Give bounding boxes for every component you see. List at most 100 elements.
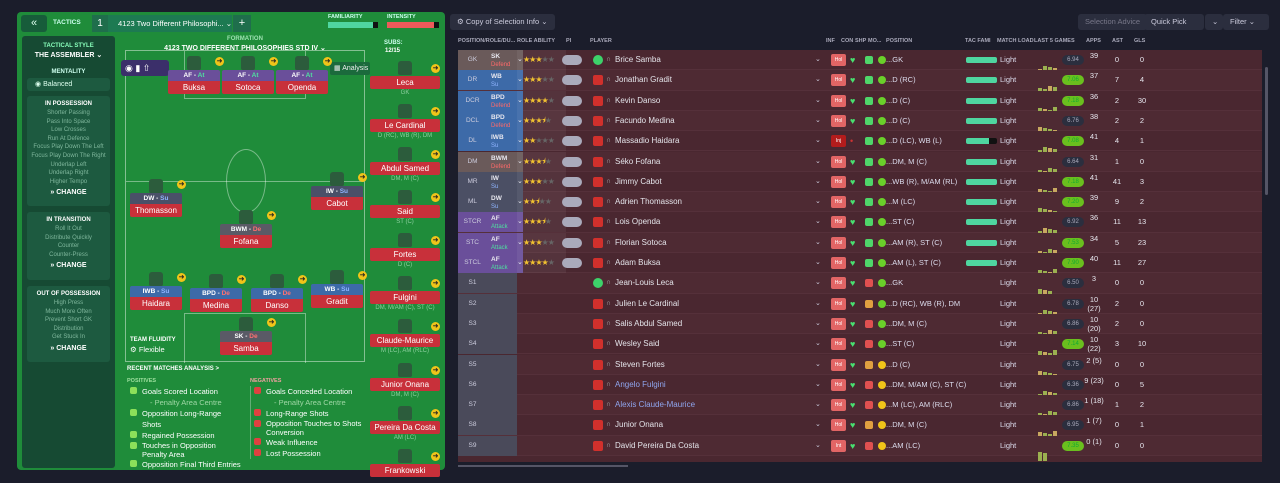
player-instructions-icon[interactable]	[562, 217, 582, 228]
player-name[interactable]: Haidara	[130, 297, 182, 310]
player-instructions-icon[interactable]	[562, 115, 582, 126]
player-role[interactable]: DW - Su	[130, 193, 182, 204]
table-row[interactable]: DR WB Su ⌄ ★★★★★ ∩ Jonathan Gradit ⌄ Hol ♥ ...D (R…	[458, 70, 1262, 116]
table-row[interactable]: ML DW Su ⌄ ★★⯨★★ ∩ Adrien Thomasson ⌄ Hol ♥ ...M (…	[458, 192, 1262, 238]
player-role[interactable]: IWB - Su	[130, 286, 182, 297]
role-select-chevron-icon[interactable]: ⌄	[517, 131, 523, 152]
player-instructions-icon[interactable]	[562, 156, 582, 167]
player-instructions-icon[interactable]	[562, 237, 582, 248]
player-name[interactable]: Gradit	[311, 295, 363, 308]
player-role[interactable]: AF - At	[276, 70, 328, 81]
sub-player-card[interactable]: Leca GK	[370, 76, 440, 96]
role-select[interactable]: AF Attack	[487, 212, 517, 233]
horizontal-scrollbar[interactable]	[458, 465, 628, 467]
sub-name[interactable]: Le Cardinal	[370, 119, 440, 132]
in-transition-change-button[interactable]: » CHANGE	[50, 262, 87, 270]
out-of-possession-change-button[interactable]: » CHANGE	[50, 344, 87, 352]
player-dropdown-chevron-icon[interactable]: ⌄	[815, 76, 821, 84]
player-name[interactable]: Adrien Thomasson	[615, 197, 682, 207]
player-name[interactable]: Séko Fofana	[615, 156, 661, 166]
pitch-player-card[interactable]: SK - De Samba	[220, 331, 272, 355]
table-row[interactable]: S6 ∩ Angelo Fulgini ⌄ Hol ♥ ...DM, M/AM (C), S…	[458, 374, 1262, 420]
sub-name[interactable]: Junior Onana	[370, 378, 440, 391]
formation-select[interactable]: 4123 TWO DIFFERENT PHILOSOPHIES STD IV ⌄	[164, 45, 326, 52]
sub-player-card[interactable]: Claude-Maurice M (LC), AM (RLC)	[370, 334, 440, 354]
sub-name[interactable]: Frankowski	[370, 464, 440, 477]
player-instructions-icon[interactable]	[562, 258, 582, 268]
pitch-player-card[interactable]: BWM - De Fofana	[220, 224, 272, 248]
player-role[interactable]: BPD - De	[190, 288, 242, 299]
recent-matches-analysis-link[interactable]: RECENT MATCHES ANALYSIS >	[127, 366, 219, 372]
sub-player-card[interactable]: Said ST (C)	[370, 205, 440, 225]
sub-name[interactable]: Claude-Maurice	[370, 334, 440, 347]
player-role[interactable]: AF - At	[168, 70, 220, 81]
player-name[interactable]: Samba	[220, 342, 272, 355]
column-header[interactable]: TAC FAMI	[965, 38, 991, 44]
pitch-player-card[interactable]: WB - Su Gradit	[311, 284, 363, 308]
column-header[interactable]: APPS	[1086, 38, 1101, 44]
instruction-arrow-icon[interactable]: ➜	[267, 318, 276, 327]
column-header[interactable]: PI	[566, 38, 572, 44]
role-select-chevron-icon[interactable]: ⌄	[517, 110, 523, 131]
player-name[interactable]: Lois Openda	[615, 217, 661, 227]
filter-button[interactable]: Filter ⌄	[1223, 14, 1269, 30]
table-row[interactable]: STCR AF Attack ⌄ ★★★⯨★ ∩ Lois Openda ⌄ Hol ♥ ...ST…	[458, 212, 1262, 258]
column-header[interactable]: ROLE ABILITY	[517, 38, 555, 44]
player-role[interactable]: BPD - De	[251, 288, 303, 299]
column-header[interactable]: AST	[1112, 38, 1123, 44]
pitch-player-card[interactable]: IWB - Su Haidara	[130, 286, 182, 310]
instruction-arrow-icon[interactable]: ➜	[237, 275, 246, 284]
pitch-player-card[interactable]: BPD - De Danso	[251, 288, 303, 312]
table-row[interactable]: S4 ∩ Wesley Said ⌄ Hol ♥ ...ST (C) Light 7.14 10 …	[458, 334, 1262, 360]
pitch-player-card[interactable]: AF - At Buksa	[168, 70, 220, 94]
player-dropdown-chevron-icon[interactable]: ⌄	[815, 177, 821, 185]
instruction-arrow-icon[interactable]: ➜	[431, 150, 440, 159]
role-select[interactable]: DW Su	[487, 192, 517, 213]
player-dropdown-chevron-icon[interactable]: ⌄	[815, 279, 821, 287]
sub-player-card[interactable]: Fulgini DM, M/AM (C), ST (C)	[370, 291, 440, 311]
instruction-arrow-icon[interactable]: ➜	[431, 409, 440, 418]
sub-name[interactable]: Leca	[370, 76, 440, 89]
sub-player-card[interactable]: Frankowski	[370, 464, 440, 477]
column-header[interactable]: MATCH LOAD	[997, 38, 1034, 44]
player-role[interactable]: IW - Su	[311, 186, 363, 197]
table-row[interactable]: DL IWB Su ⌄ ★★★★★ ∩ Massadio Haidara ⌄ Inj • ...D …	[458, 131, 1262, 177]
role-select[interactable]: IW Su	[487, 171, 517, 192]
player-dropdown-chevron-icon[interactable]: ⌄	[815, 198, 821, 206]
table-row[interactable]: DM BWM Defend ⌄ ★★★⯨★ ∩ Séko Fofana ⌄ Hol ♥ ...DM,…	[458, 151, 1262, 197]
instruction-arrow-icon[interactable]: ➜	[431, 64, 440, 73]
player-name[interactable]: Brice Samba	[615, 55, 661, 64]
pitch-player-card[interactable]: DW - Su Thomasson	[130, 193, 182, 217]
player-name[interactable]: Danso	[251, 299, 303, 312]
player-name[interactable]: Angelo Fulgini	[615, 379, 666, 389]
player-name[interactable]: Junior Onana	[615, 420, 664, 430]
column-header[interactable]: POSITION/ROLE/DU...	[458, 38, 516, 44]
player-instructions-icon[interactable]	[562, 176, 582, 187]
role-select-chevron-icon[interactable]: ⌄	[517, 50, 523, 70]
sub-name[interactable]: Pereira Da Costa	[370, 421, 440, 434]
role-select-chevron-icon[interactable]: ⌄	[517, 253, 523, 273]
player-dropdown-chevron-icon[interactable]: ⌄	[815, 441, 821, 449]
player-name[interactable]: Buksa	[168, 81, 220, 94]
player-dropdown-chevron-icon[interactable]: ⌄	[815, 401, 821, 409]
player-dropdown-chevron-icon[interactable]: ⌄	[815, 116, 821, 124]
column-header[interactable]: LAST 5 GAMES	[1034, 38, 1075, 44]
role-select[interactable]: BWM Defend	[487, 151, 517, 172]
add-tactic-button[interactable]: +	[233, 15, 251, 32]
sub-player-card[interactable]: Abdul Samed DM, M (C)	[370, 162, 440, 182]
player-dropdown-chevron-icon[interactable]: ⌄	[815, 96, 821, 104]
instruction-arrow-icon[interactable]: ➜	[431, 107, 440, 116]
player-dropdown-chevron-icon[interactable]: ⌄	[815, 360, 821, 368]
pitch-player-card[interactable]: BPD - De Medina	[190, 288, 242, 312]
pitch-player-card[interactable]: IW - Su Cabot	[311, 186, 363, 210]
player-dropdown-chevron-icon[interactable]: ⌄	[815, 319, 821, 327]
vertical-scrollbar[interactable]	[1265, 67, 1268, 195]
player-name[interactable]: Jonathan Gradit	[615, 75, 672, 85]
player-name[interactable]: Cabot	[311, 197, 363, 210]
pitch-player-card[interactable]: AF - At Openda	[276, 70, 328, 94]
sub-player-card[interactable]: Pereira Da Costa AM (LC)	[370, 421, 440, 441]
player-dropdown-chevron-icon[interactable]: ⌄	[815, 137, 821, 145]
player-role[interactable]: AF - At	[222, 70, 274, 81]
table-row[interactable]: DCL BPD Defend ⌄ ★★★⯨★ ∩ Facundo Medina ⌄ Hol ♥..…	[458, 110, 1262, 156]
table-row[interactable]: STC AF Attack ⌄ ★★★★★ ∩ Florian Sotoca ⌄ Hol ♥...…	[458, 232, 1262, 278]
